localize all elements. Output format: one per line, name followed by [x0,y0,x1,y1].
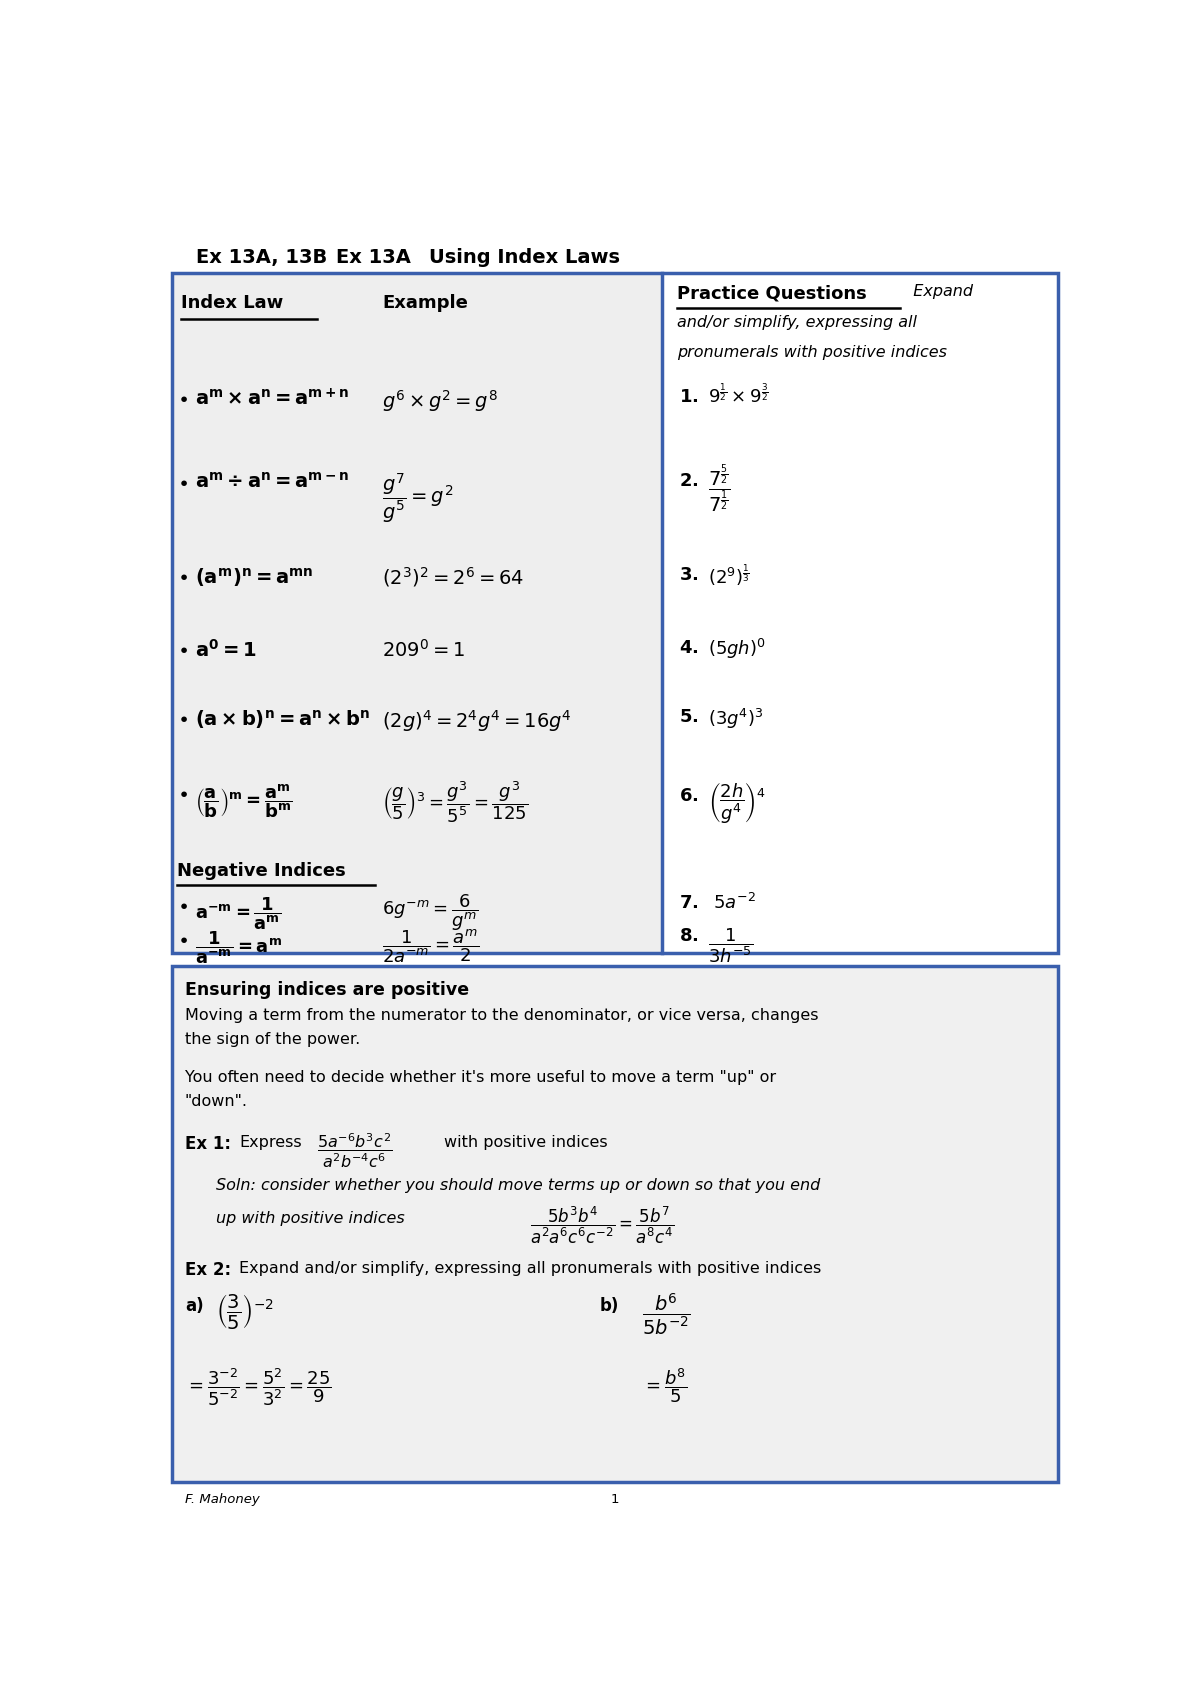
Text: 1: 1 [611,1493,619,1507]
Text: Soln: consider whether you should move terms up or down so that you end: Soln: consider whether you should move t… [216,1178,820,1193]
Text: $\left(\dfrac{g}{5}\right)^3 = \dfrac{g^3}{5^5} = \dfrac{g^3}{125}$: $\left(\dfrac{g}{5}\right)^3 = \dfrac{g^… [383,779,529,825]
Text: $\mathbf{a^m \div a^n = a^{m-n}}$: $\mathbf{a^m \div a^n = a^{m-n}}$ [194,472,349,492]
Text: $\mathbf{3.}$: $\mathbf{3.}$ [679,565,698,584]
Text: Ensuring indices are positive: Ensuring indices are positive [185,981,469,1000]
Text: $\dfrac{5a^{-6}b^3c^2}{a^2b^{-4}c^6}$: $\dfrac{5a^{-6}b^3c^2}{a^2b^{-4}c^6}$ [317,1132,392,1169]
Text: $\mathbf{8.}$: $\mathbf{8.}$ [679,928,698,945]
Text: Ex 2:: Ex 2: [185,1261,230,1280]
Text: $\mathbf{4.}$: $\mathbf{4.}$ [679,638,698,657]
Text: up with positive indices: up with positive indices [216,1210,404,1225]
Text: $\mathbf{\dfrac{1}{a^{-m}} = a^m}$: $\mathbf{\dfrac{1}{a^{-m}} = a^m}$ [194,928,282,966]
Text: $\mathbf{1.}$: $\mathbf{1.}$ [679,389,698,407]
Text: $\bullet$: $\bullet$ [178,638,188,658]
Text: $\mathbf{6.}$: $\mathbf{6.}$ [679,786,698,804]
Text: $\mathbf{5.}$: $\mathbf{5.}$ [679,708,698,726]
Text: You often need to decide whether it's more useful to move a term "up" or: You often need to decide whether it's mo… [185,1069,776,1084]
Text: "down".: "down". [185,1095,248,1108]
Text: $\mathbf{7.}$  $5a^{-2}$: $\mathbf{7.}$ $5a^{-2}$ [679,893,756,913]
Text: $\mathbf{a^{-m} = \dfrac{1}{a^m}}$: $\mathbf{a^{-m} = \dfrac{1}{a^m}}$ [194,894,282,932]
Text: $(2^3)^2 = 2^6 = 64$: $(2^3)^2 = 2^6 = 64$ [383,565,524,589]
Text: $\left(\dfrac{2h}{g^4}\right)^4$: $\left(\dfrac{2h}{g^4}\right)^4$ [708,779,766,825]
Text: b): b) [600,1297,619,1315]
Text: Moving a term from the numerator to the denominator, or vice versa, changes: Moving a term from the numerator to the … [185,1008,818,1023]
Text: $(2^9)^{\frac{1}{3}}$: $(2^9)^{\frac{1}{3}}$ [708,562,750,587]
Text: $\dfrac{1}{3h^{-5}}$: $\dfrac{1}{3h^{-5}}$ [708,927,754,964]
Text: a): a) [185,1297,204,1315]
Text: $\bullet$: $\bullet$ [178,894,188,915]
Text: $6g^{-m} = \dfrac{6}{g^m}$: $6g^{-m} = \dfrac{6}{g^m}$ [383,893,479,933]
Text: $\left(\dfrac{3}{5}\right)^{-2}$: $\left(\dfrac{3}{5}\right)^{-2}$ [216,1291,274,1330]
Text: Expand and/or simplify, expressing all pronumerals with positive indices: Expand and/or simplify, expressing all p… [239,1261,821,1276]
Text: Negative Indices: Negative Indices [178,862,346,881]
Text: $\mathbf{\left(\dfrac{a}{b}\right)^m = \dfrac{a^m}{b^m}}$: $\mathbf{\left(\dfrac{a}{b}\right)^m = \… [194,782,293,820]
Text: Expand: Expand [904,285,973,299]
Text: Ex 1:: Ex 1: [185,1135,230,1154]
Text: $\mathbf{a^0 = 1}$: $\mathbf{a^0 = 1}$ [194,638,257,660]
Text: $(2g)^4 = 2^4g^4 = 16g^4$: $(2g)^4 = 2^4g^4 = 16g^4$ [383,708,572,733]
Text: Using Index Laws: Using Index Laws [430,248,620,268]
Text: $\dfrac{1}{2a^{-m}} = \dfrac{a^m}{2}$: $\dfrac{1}{2a^{-m}} = \dfrac{a^m}{2}$ [383,928,480,966]
Text: $\mathbf{a^m \times a^n = a^{m+n}}$: $\mathbf{a^m \times a^n = a^{m+n}}$ [194,389,349,409]
Text: Example: Example [383,295,468,312]
Text: $(3g^4)^3$: $(3g^4)^3$ [708,706,763,730]
Bar [661,273,1058,952]
Text: Ex 13A, 13B: Ex 13A, 13B [197,248,328,268]
Text: F. Mahoney: F. Mahoney [185,1493,259,1507]
Text: $\dfrac{b^6}{5b^{-2}}$: $\dfrac{b^6}{5b^{-2}}$ [642,1291,691,1337]
Bar [172,273,661,952]
Text: $\bullet$: $\bullet$ [178,928,188,949]
Text: $\mathbf{(a^m)^n = a^{mn}}$: $\mathbf{(a^m)^n = a^{mn}}$ [194,565,313,589]
Bar [172,273,1058,952]
Text: $= \dfrac{b^8}{5}$: $= \dfrac{b^8}{5}$ [642,1366,688,1405]
Text: $9^{\frac{1}{2}} \times 9^{\frac{3}{2}}$: $9^{\frac{1}{2}} \times 9^{\frac{3}{2}}$ [708,382,769,406]
Text: $\bullet$: $\bullet$ [178,782,188,801]
Text: $\dfrac{g^7}{g^5} = g^2$: $\dfrac{g^7}{g^5} = g^2$ [383,472,454,524]
Text: $\mathbf{(a \times b)^n = a^n \times b^n}$: $\mathbf{(a \times b)^n = a^n \times b^n… [194,708,371,731]
Text: with positive indices: with positive indices [444,1135,608,1151]
Text: pronumerals with positive indices: pronumerals with positive indices [677,344,947,360]
Text: Index Law: Index Law [181,295,283,312]
Text: $g^6 \times g^2 = g^8$: $g^6 \times g^2 = g^8$ [383,389,498,414]
Text: $\mathbf{2.}$: $\mathbf{2.}$ [679,472,698,490]
Bar [172,966,1058,1481]
Text: $209^0 = 1$: $209^0 = 1$ [383,638,466,660]
Text: $\bullet$: $\bullet$ [178,389,188,407]
Text: $= \dfrac{3^{-2}}{5^{-2}} = \dfrac{5^2}{3^2} = \dfrac{25}{9}$: $= \dfrac{3^{-2}}{5^{-2}} = \dfrac{5^2}{… [185,1366,331,1409]
Text: Ex 13A: Ex 13A [336,248,410,268]
Text: $\bullet$: $\bullet$ [178,708,188,726]
Text: $\dfrac{5b^3b^4}{a^2a^6c^6c^{-2}} = \dfrac{5b^7}{a^8c^4}$: $\dfrac{5b^3b^4}{a^2a^6c^6c^{-2}} = \dfr… [529,1205,674,1246]
Text: Express: Express [239,1135,301,1151]
Text: $(5gh)^0$: $(5gh)^0$ [708,636,766,662]
Text: Practice Questions: Practice Questions [677,285,866,302]
Text: $\dfrac{7^{\frac{5}{2}}}{7^{\frac{1}{2}}}$: $\dfrac{7^{\frac{5}{2}}}{7^{\frac{1}{2}}… [708,462,731,516]
Text: $\bullet$: $\bullet$ [178,565,188,584]
Text: and/or simplify, expressing all: and/or simplify, expressing all [677,316,917,331]
Text: the sign of the power.: the sign of the power. [185,1032,360,1047]
Text: $\bullet$: $\bullet$ [178,472,188,490]
